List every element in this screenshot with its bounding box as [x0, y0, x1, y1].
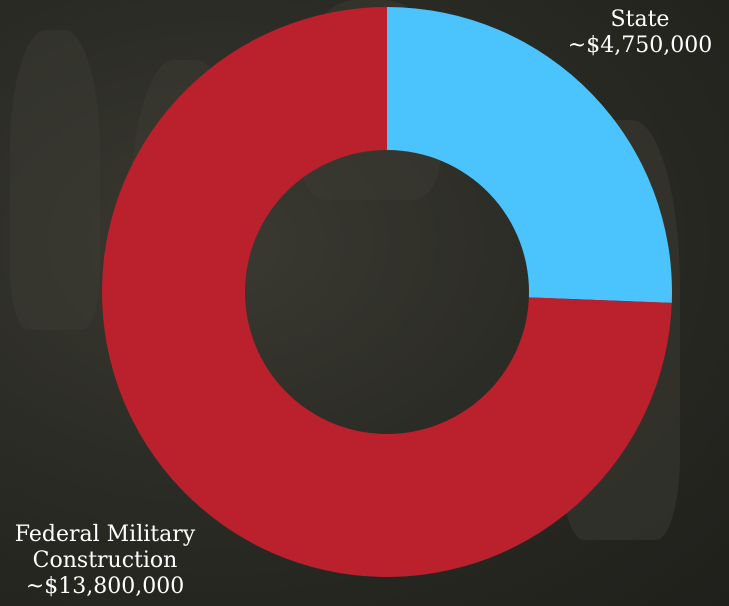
- bg-figure: [10, 30, 100, 330]
- pie-slice-state: [387, 7, 672, 303]
- state-value: ~$4,750,000: [567, 33, 713, 58]
- federal-name-line1: Federal Military: [14, 522, 196, 547]
- state-name: State: [610, 7, 670, 32]
- pie-slice-federal-military-construction: [101, 7, 672, 578]
- federal-value: ~$13,800,000: [25, 574, 185, 599]
- slice-label-federal: Federal Military Construction ~$13,800,0…: [0, 522, 210, 600]
- federal-name-line2: Construction: [32, 548, 178, 573]
- slice-label-state: State ~$4,750,000: [565, 7, 715, 59]
